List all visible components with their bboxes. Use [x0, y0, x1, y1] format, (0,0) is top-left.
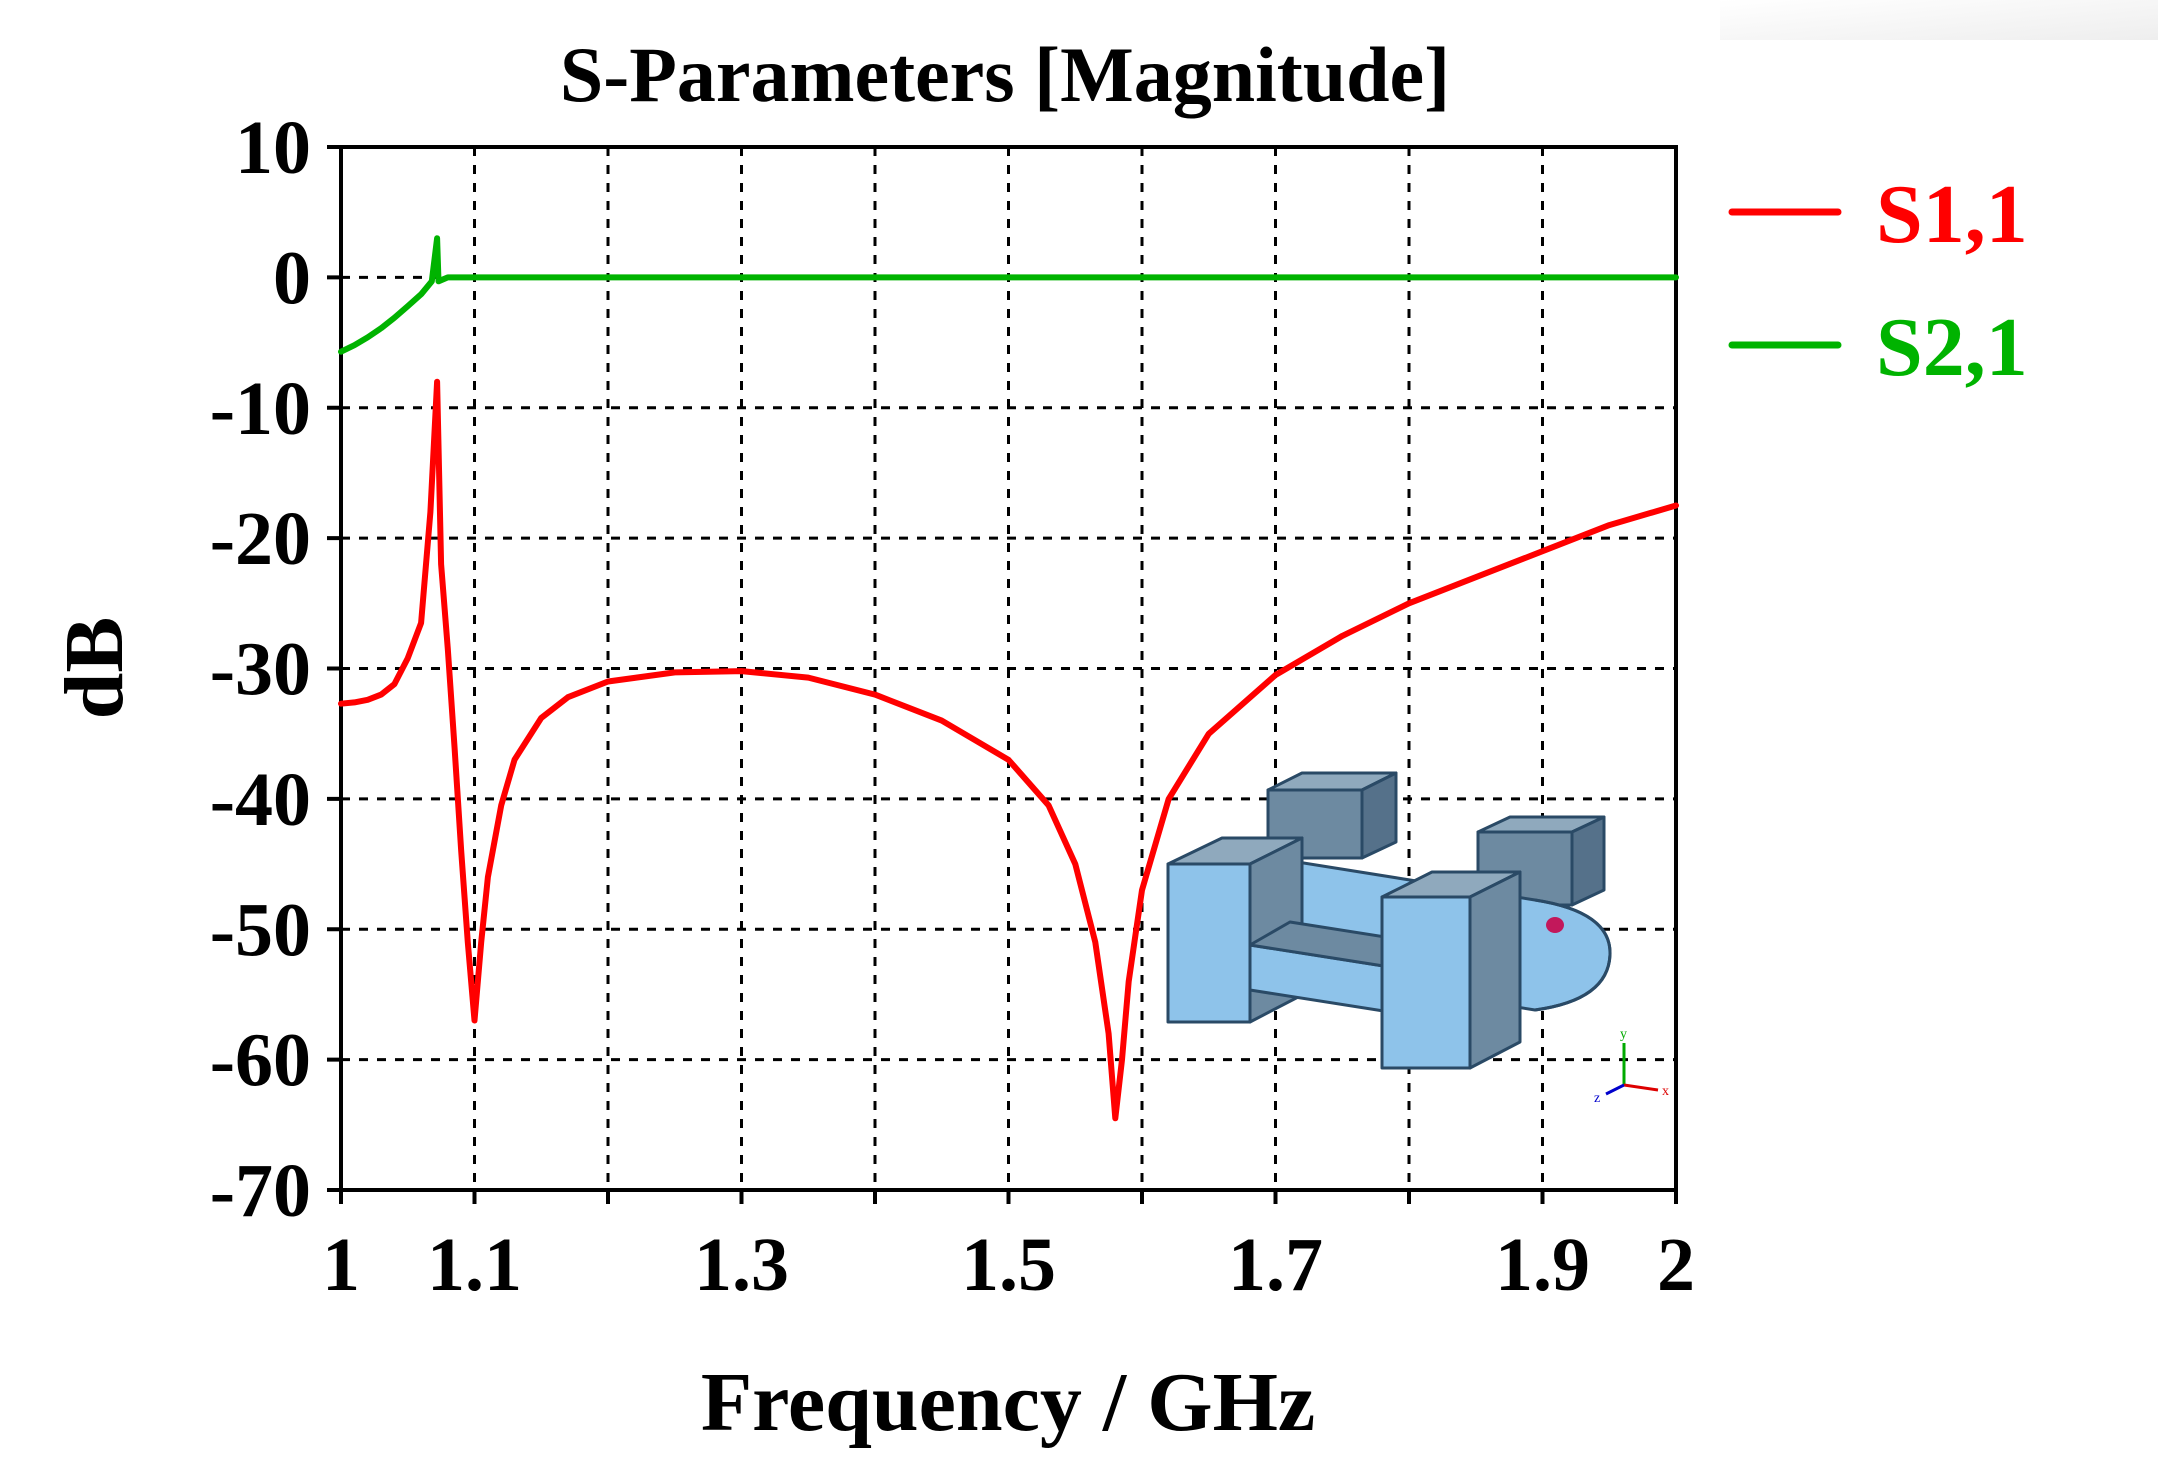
y-tick-label: -20 — [210, 497, 311, 581]
y-axis-title: dB — [48, 617, 141, 720]
y-tick-label: 10 — [235, 106, 311, 190]
y-tick-label: -40 — [210, 758, 311, 842]
x-tick-label: 1.5 — [961, 1223, 1056, 1307]
svg-text:z: z — [1594, 1091, 1600, 1106]
corner-shade — [1720, 0, 2158, 40]
x-tick-label: 1.9 — [1495, 1223, 1590, 1307]
x-tick-label: 1 — [322, 1223, 360, 1307]
y-tick-label: -60 — [210, 1019, 311, 1103]
model-inset-icon — [1166, 771, 1612, 1070]
ticks-layer: 10 0 -10 -20 -30 -40 -50 -60 -701 1.1 1.3 1.5 1.7 1.9… — [210, 106, 1695, 1307]
legend-label: S1,1 — [1876, 168, 2028, 261]
y-tick-label: 0 — [273, 236, 311, 320]
y-tick-label: -50 — [210, 888, 311, 972]
y-tick-label: -10 — [210, 367, 311, 451]
legend: S1,1 S2,1 — [1728, 168, 2028, 394]
series-layer — [338, 235, 1679, 1122]
series-line-S11 — [338, 378, 1679, 1122]
svg-text:x: x — [1662, 1084, 1669, 1099]
x-tick-label: 1.7 — [1228, 1223, 1323, 1307]
legend-label: S2,1 — [1876, 301, 2028, 394]
x-tick-label: 1.1 — [427, 1223, 522, 1307]
y-tick-label: -30 — [210, 628, 311, 712]
series-line-S21 — [338, 235, 1679, 355]
chart-title: S-Parameters [Magnitude] — [560, 31, 1450, 118]
axis-triad-icon: y x z — [1594, 1027, 1669, 1106]
x-tick-label: 1.3 — [694, 1223, 789, 1307]
y-tick-label: -70 — [210, 1149, 311, 1233]
x-tick-label: 2 — [1657, 1223, 1695, 1307]
x-axis-title: Frequency / GHz — [701, 1356, 1315, 1449]
svg-text:y: y — [1620, 1027, 1627, 1042]
